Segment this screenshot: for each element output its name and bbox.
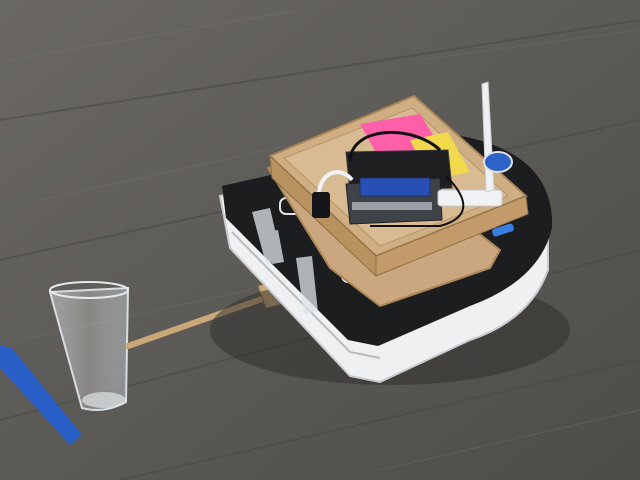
robot-blue-indicator xyxy=(492,223,514,237)
plastic-cup xyxy=(48,281,130,411)
white-module xyxy=(437,189,503,207)
black-cable xyxy=(348,131,442,163)
circuit-board xyxy=(345,177,443,225)
front-sensor xyxy=(312,192,330,218)
black-cable-2 xyxy=(370,175,465,227)
blue-accessory xyxy=(483,151,513,173)
tape-strips xyxy=(252,208,318,314)
robot-bumper xyxy=(231,231,381,359)
blue-floor-tape xyxy=(0,345,82,445)
